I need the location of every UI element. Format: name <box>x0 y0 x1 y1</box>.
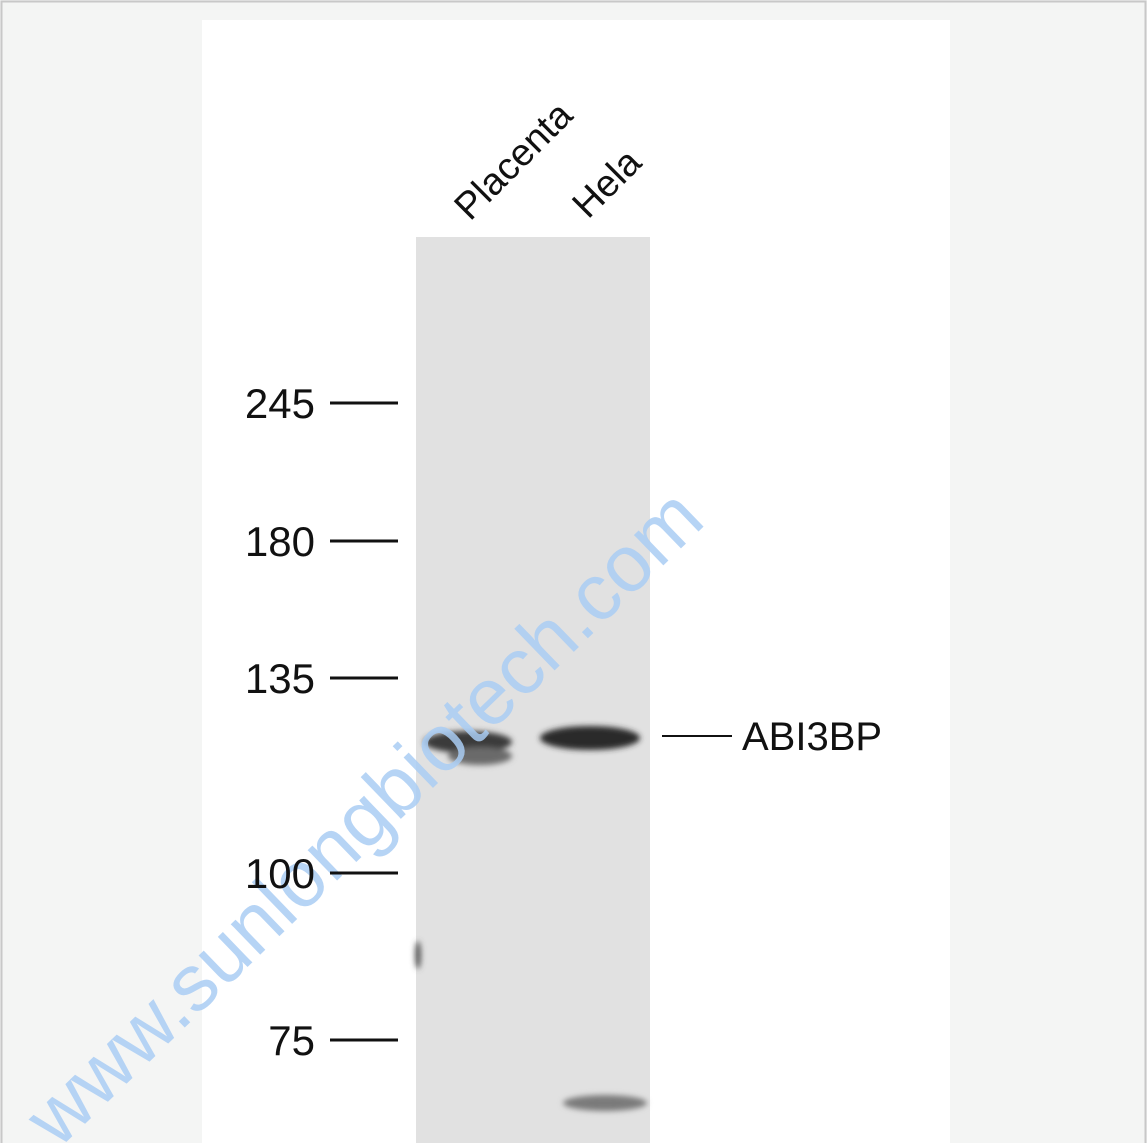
marker-label: 135 <box>245 655 315 702</box>
artifact <box>415 941 421 969</box>
page: ABI3BP www.sunlongbiotech.com 2451801351… <box>0 0 1147 1143</box>
band <box>540 726 640 750</box>
figure: ABI3BP www.sunlongbiotech.com 2451801351… <box>0 0 1147 1143</box>
marker-label: 75 <box>268 1017 315 1064</box>
marker-label: 245 <box>245 380 315 427</box>
band-label: ABI3BP <box>742 715 882 759</box>
marker-label: 180 <box>245 518 315 565</box>
marker-label: 100 <box>245 850 315 897</box>
band <box>563 1095 647 1111</box>
